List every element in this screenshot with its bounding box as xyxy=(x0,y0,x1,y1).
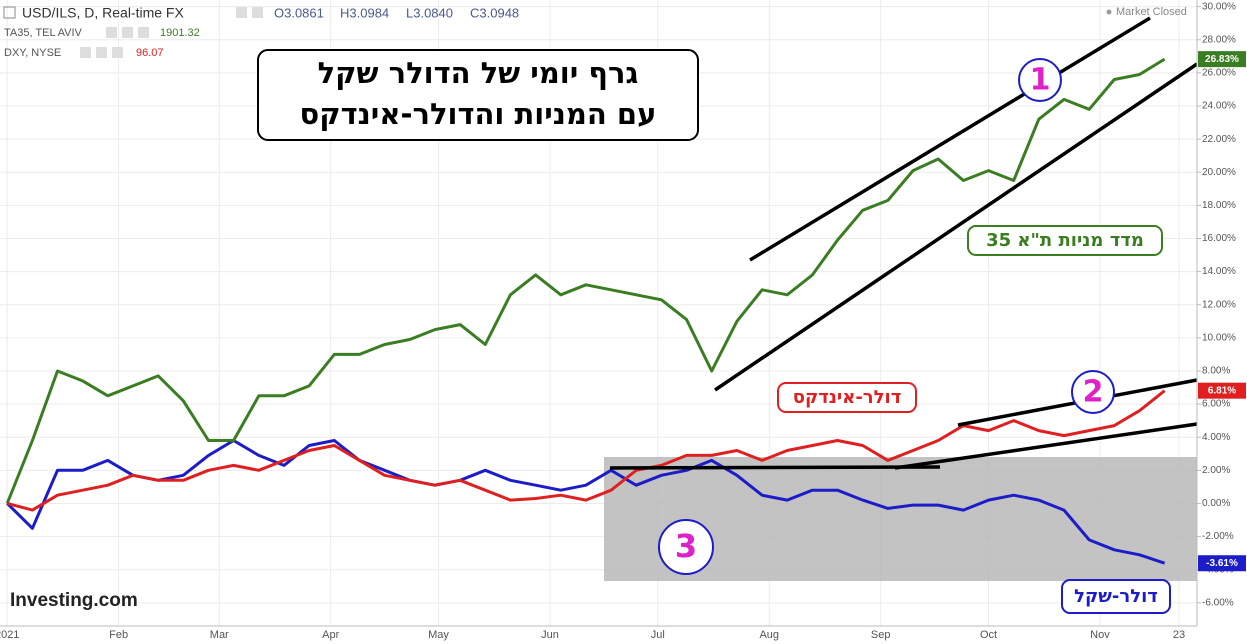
icon xyxy=(106,27,117,38)
annotation: מדד מניות ת"א 35 xyxy=(986,230,1144,251)
last-value-label: -3.61% xyxy=(1206,558,1238,569)
legend-entry: TA35, TEL AVIV xyxy=(4,27,83,39)
y-tick-label: 24.00% xyxy=(1202,101,1236,112)
y-tick-label: -2.00% xyxy=(1202,531,1234,542)
x-tick-label: Oct xyxy=(980,629,997,641)
y-tick-label: 6.00% xyxy=(1202,399,1230,410)
y-tick-label: -6.00% xyxy=(1202,597,1234,608)
marker-number: 1 xyxy=(1030,63,1051,98)
y-tick-label: 30.00% xyxy=(1202,1,1236,12)
x-tick-label: 2021 xyxy=(0,629,19,641)
y-tick-label: 4.00% xyxy=(1202,432,1230,443)
x-tick-label: Mar xyxy=(210,629,229,641)
series-line xyxy=(6,439,1166,565)
y-axis-area xyxy=(1197,0,1247,644)
symbol: USD/ILS, D, Real-time FX xyxy=(22,5,184,21)
series-line xyxy=(5,57,1166,504)
x-tick-label: Jun xyxy=(541,629,559,641)
y-tick-label: 16.00% xyxy=(1202,233,1236,244)
trend-line xyxy=(894,422,1198,470)
y-tick-label: 20.00% xyxy=(1202,167,1236,178)
marker-circle xyxy=(1018,58,1062,102)
last-value-badge xyxy=(1198,51,1246,68)
ohlc-open: O3.0861 xyxy=(274,5,324,20)
y-tick-label: 0.00% xyxy=(1202,498,1230,509)
ohlc-close: C3.0948 xyxy=(470,5,519,20)
marker-circle xyxy=(658,519,714,575)
icon xyxy=(80,47,91,58)
series-line xyxy=(6,389,1166,512)
annotation-box xyxy=(777,382,917,413)
icon xyxy=(96,47,107,58)
icon xyxy=(122,27,133,38)
y-tick-label: 18.00% xyxy=(1202,200,1236,211)
x-tick-label: Nov xyxy=(1090,629,1110,641)
x-tick-label: Aug xyxy=(759,629,779,641)
last-value-label: 6.81% xyxy=(1208,385,1236,396)
series-layer xyxy=(5,57,1166,565)
legend-price: 96.07 xyxy=(136,47,164,59)
y-tick-label: 22.00% xyxy=(1202,134,1236,145)
ohlc-high: H3.0984 xyxy=(340,5,389,20)
y-tick-label: 8.00% xyxy=(1202,366,1230,377)
last-value-badge xyxy=(1198,555,1246,572)
x-tick-label: Apr xyxy=(322,629,339,641)
icon xyxy=(252,7,263,18)
header: USD/ILS, D, Real-time FX O3.0861 H3.0984… xyxy=(3,5,1187,59)
annotation: דולר-אינדקס xyxy=(793,387,902,408)
x-tick-label: 23 xyxy=(1173,629,1185,641)
icon xyxy=(236,7,247,18)
chart-subtitle: עם המניות והדולר-אינדקס xyxy=(300,97,657,131)
icon xyxy=(112,47,123,58)
chart-title: גרף יומי של הדולר שקל xyxy=(318,56,639,90)
trend-line xyxy=(714,62,1198,392)
y-tick-label: 28.00% xyxy=(1202,34,1236,45)
annotation-box xyxy=(1061,579,1171,614)
y-tick-label: 26.00% xyxy=(1202,68,1236,79)
trend-lines xyxy=(609,16,1198,470)
annotation-box xyxy=(967,225,1163,256)
y-tick-label: 14.00% xyxy=(1202,266,1236,277)
annotation: דולר-שקל xyxy=(1074,586,1158,607)
last-value-label: 26.83% xyxy=(1205,54,1239,65)
legend-entry: DXY, NYSE xyxy=(4,47,61,59)
collapse-icon xyxy=(3,6,16,19)
source-logo: Investing.com xyxy=(10,590,138,611)
y-tick-label: 12.00% xyxy=(1202,299,1236,310)
marker-number: 3 xyxy=(675,527,697,565)
trend-line xyxy=(749,16,1151,262)
trend-line xyxy=(609,465,941,470)
status-dot xyxy=(1106,9,1112,15)
last-value-badge xyxy=(1198,382,1246,399)
y-tick-label: 2.00% xyxy=(1202,465,1230,476)
y-tick-label: 10.00% xyxy=(1202,332,1236,343)
legend-price: 1901.32 xyxy=(160,27,200,39)
ohlc-low: L3.0840 xyxy=(406,5,453,20)
marker-circle xyxy=(1071,370,1115,414)
icon xyxy=(138,27,149,38)
marker-number: 2 xyxy=(1083,375,1104,410)
x-tick-label: May xyxy=(428,629,449,641)
x-tick-label: Sep xyxy=(871,629,891,641)
title-box xyxy=(257,49,699,141)
market-status: Market Closed xyxy=(1116,6,1187,18)
x-tick-label: Jul xyxy=(651,629,665,641)
x-tick-label: Feb xyxy=(109,629,128,641)
